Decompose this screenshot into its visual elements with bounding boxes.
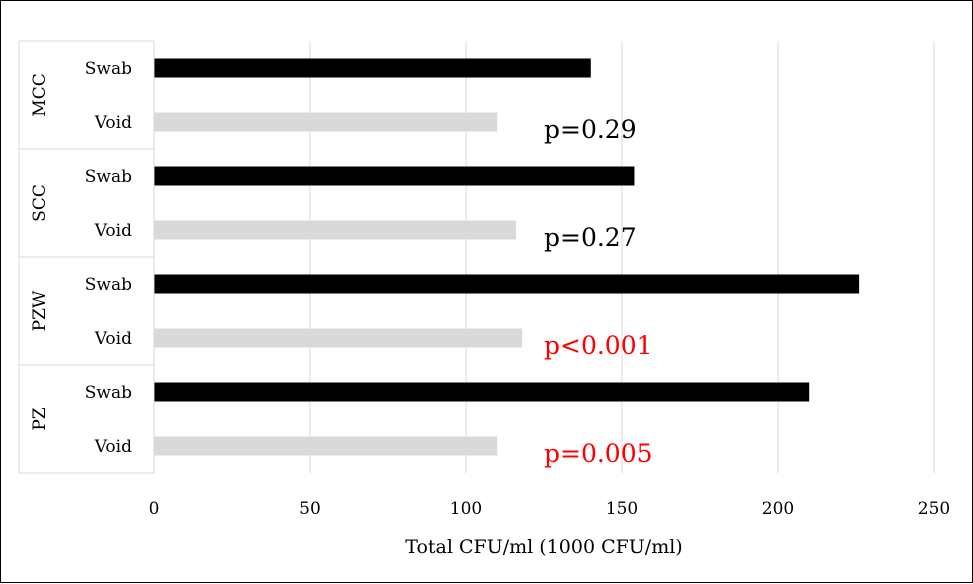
bar-scc-swab: [154, 166, 635, 186]
bar-category-label: Swab: [85, 275, 132, 295]
group-label: PZW: [30, 290, 50, 331]
bar-category-label: Swab: [85, 59, 132, 79]
group-label: SCC: [30, 184, 50, 222]
bar-category-label: Void: [94, 113, 132, 133]
p-value-annotation: p=0.005: [544, 439, 653, 468]
p-value-annotation: p<0.001: [544, 331, 653, 360]
p-value-annotation: p=0.29: [544, 115, 637, 144]
category-axis: [18, 40, 155, 474]
bar-pzw-void: [154, 328, 523, 348]
x-tick-label: 50: [299, 499, 321, 519]
labels: 0 50 100 150 200 250 Swab Void MCC p=0.29 Swab Void…: [30, 59, 950, 519]
x-tick-label: 150: [606, 499, 638, 519]
group-label: PZ: [30, 407, 50, 430]
x-tick-label: 0: [149, 499, 160, 519]
x-tick-label: 250: [918, 499, 950, 519]
bar-pz-void: [154, 436, 498, 456]
p-value-annotation: p=0.27: [544, 223, 637, 252]
bar-category-label: Swab: [85, 383, 132, 403]
bar-mcc-void: [154, 112, 498, 132]
bar-mcc-swab: [154, 58, 591, 78]
bar-category-label: Void: [94, 329, 132, 349]
x-axis-title: Total CFU/ml (1000 CFU/ml): [405, 536, 682, 558]
x-tick-label: 100: [450, 499, 482, 519]
bar-category-label: Swab: [85, 167, 132, 187]
bar-pz-swab: [154, 382, 810, 402]
bar-category-label: Void: [94, 437, 132, 457]
gridlines: [309, 41, 935, 473]
x-tick-label: 200: [762, 499, 794, 519]
bar-category-label: Void: [94, 221, 132, 241]
group-label: MCC: [30, 73, 50, 116]
bars: [154, 58, 860, 456]
bar-pzw-swab: [154, 274, 860, 294]
bar-scc-void: [154, 220, 516, 240]
